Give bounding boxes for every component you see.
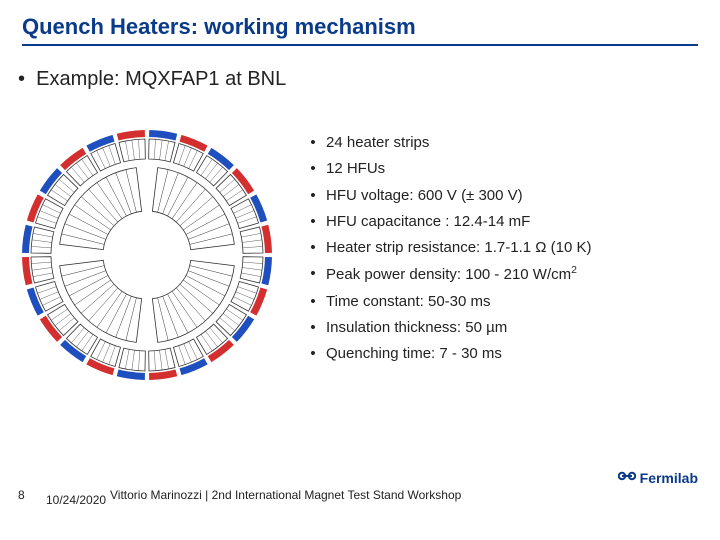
spec-text: Insulation thickness: 50 µm — [326, 315, 507, 341]
spec-item: •12 HFUs — [300, 156, 710, 182]
slide-title: Quench Heaters: working mechanism — [22, 14, 416, 40]
spec-list: •24 heater strips•12 HFUs•HFU voltage: 6… — [300, 130, 710, 367]
slide-subtitle: • Example: MQXFAP1 at BNL — [18, 68, 286, 91]
spec-text: Peak power density: 100 - 210 W/cm2 — [326, 261, 577, 288]
spec-bullet: • — [300, 261, 326, 288]
footer-date: 10/24/2020 — [46, 494, 94, 508]
spec-text: HFU voltage: 600 V (± 300 V) — [326, 183, 523, 209]
footer-attribution: Vittorio Marinozzi | 2nd International M… — [110, 488, 461, 502]
spec-item: •HFU capacitance : 12.4-14 mF — [300, 209, 710, 235]
spec-item: •24 heater strips — [300, 130, 710, 156]
coil-diagram — [22, 130, 272, 380]
spec-bullet: • — [300, 235, 326, 261]
spec-bullet: • — [300, 209, 326, 235]
fermilab-logo: Fermilab — [618, 467, 698, 488]
spec-text: Heater strip resistance: 1.7-1.1 Ω (10 K… — [326, 235, 592, 261]
spec-item: •HFU voltage: 600 V (± 300 V) — [300, 183, 710, 209]
subtitle-text: Example: MQXFAP1 at BNL — [36, 68, 286, 90]
spec-item: •Heater strip resistance: 1.7-1.1 Ω (10 … — [300, 235, 710, 261]
spec-text: HFU capacitance : 12.4-14 mF — [326, 209, 530, 235]
spec-text: Time constant: 50-30 ms — [326, 289, 491, 315]
title-underline — [22, 44, 698, 46]
spec-bullet: • — [300, 315, 326, 341]
spec-text: Quenching time: 7 - 30 ms — [326, 341, 502, 367]
spec-bullet: • — [300, 130, 326, 156]
spec-bullet: • — [300, 341, 326, 367]
spec-item: •Peak power density: 100 - 210 W/cm2 — [300, 261, 710, 288]
spec-item: •Time constant: 50-30 ms — [300, 289, 710, 315]
spec-text: 24 heater strips — [326, 130, 429, 156]
spec-item: •Quenching time: 7 - 30 ms — [300, 341, 710, 367]
page-number: 8 — [18, 488, 25, 502]
spec-item: •Insulation thickness: 50 µm — [300, 315, 710, 341]
spec-bullet: • — [300, 183, 326, 209]
slide: Quench Heaters: working mechanism • Exam… — [0, 0, 720, 540]
footer: 8 10/24/2020 Vittorio Marinozzi | 2nd In… — [0, 482, 720, 522]
spec-bullet: • — [300, 289, 326, 315]
spec-bullet: • — [300, 156, 326, 182]
subtitle-bullet: • — [18, 68, 25, 90]
logo-icon — [618, 467, 636, 488]
spec-text: 12 HFUs — [326, 156, 385, 182]
logo-text: Fermilab — [640, 470, 698, 486]
